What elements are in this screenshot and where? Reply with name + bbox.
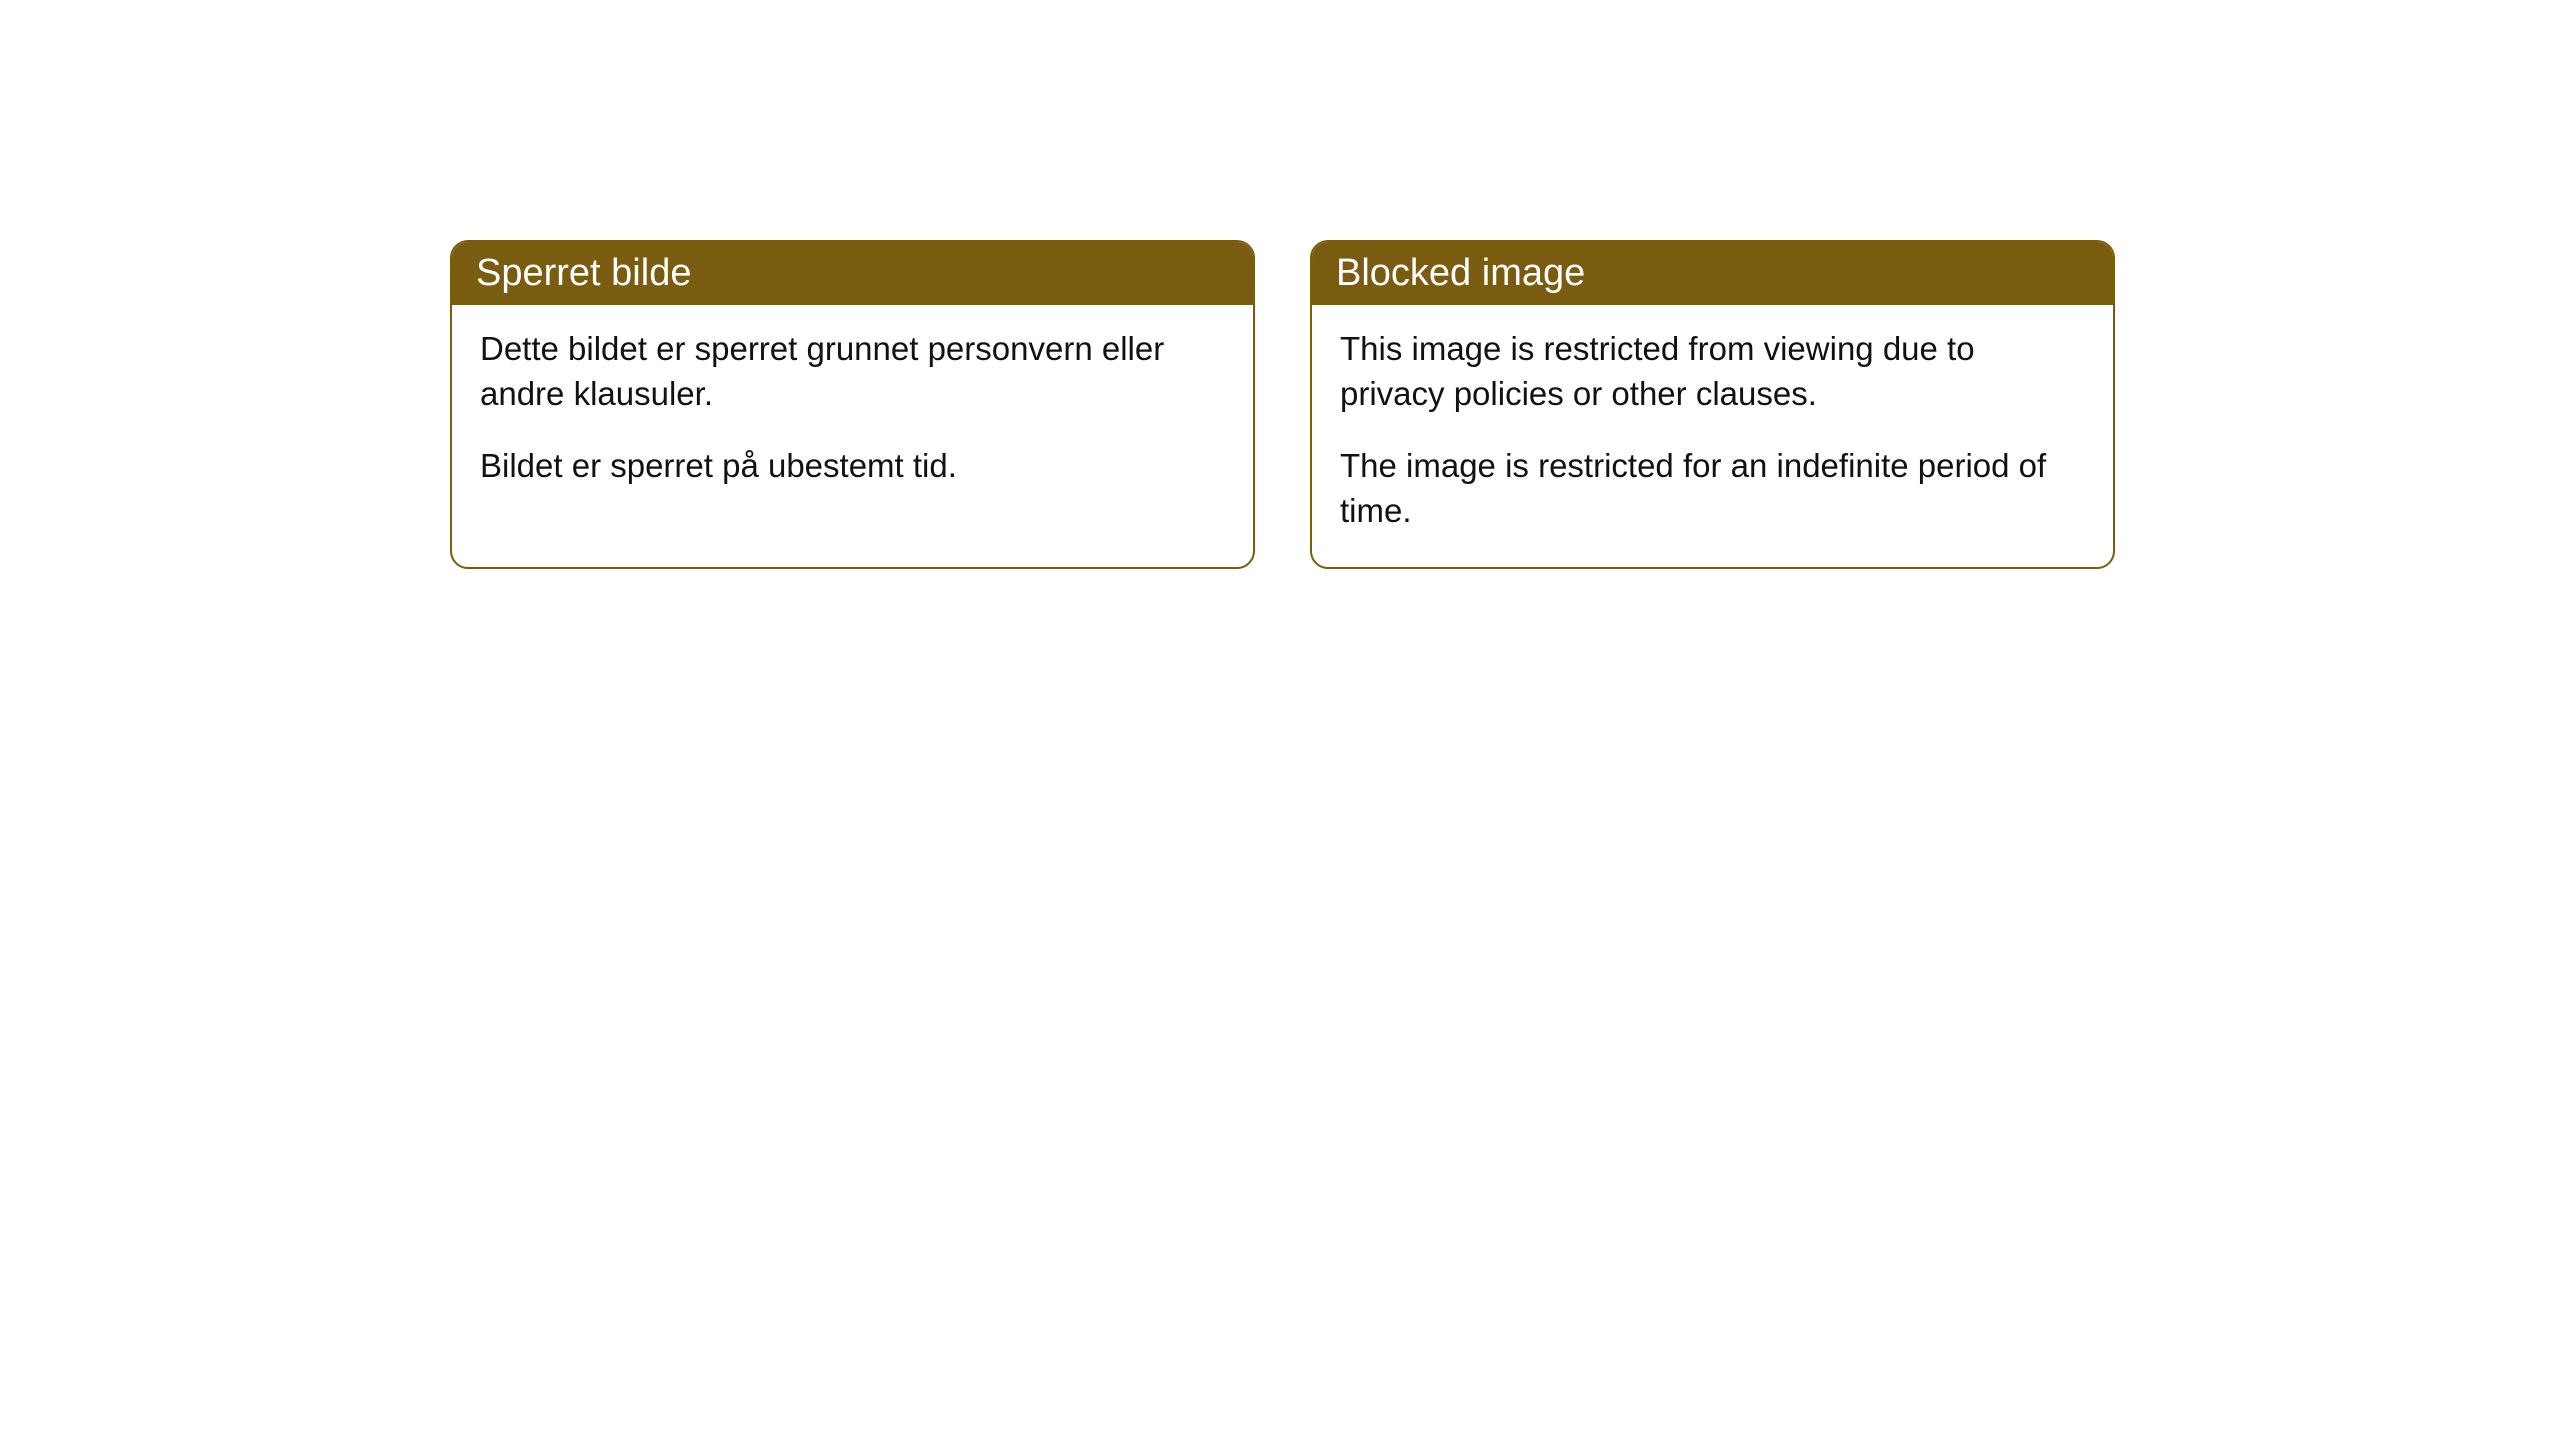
- card-body: This image is restricted from viewing du…: [1312, 305, 2113, 567]
- card-paragraph: Bildet er sperret på ubestemt tid.: [480, 444, 1225, 489]
- notice-card-norwegian: Sperret bilde Dette bildet er sperret gr…: [450, 240, 1255, 569]
- notice-card-english: Blocked image This image is restricted f…: [1310, 240, 2115, 569]
- card-paragraph: This image is restricted from viewing du…: [1340, 327, 2085, 416]
- notice-cards-row: Sperret bilde Dette bildet er sperret gr…: [450, 240, 2560, 569]
- card-header: Sperret bilde: [452, 242, 1253, 305]
- card-paragraph: The image is restricted for an indefinit…: [1340, 444, 2085, 533]
- card-body: Dette bildet er sperret grunnet personve…: [452, 305, 1253, 523]
- card-paragraph: Dette bildet er sperret grunnet personve…: [480, 327, 1225, 416]
- card-header: Blocked image: [1312, 242, 2113, 305]
